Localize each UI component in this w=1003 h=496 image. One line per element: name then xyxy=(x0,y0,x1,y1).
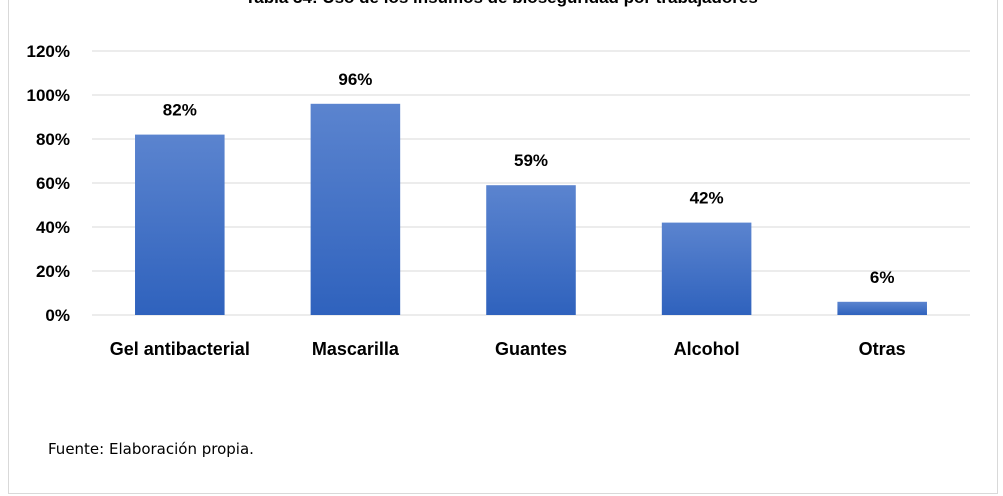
data-labels: 82% 96% 59% 42% 6% xyxy=(163,70,895,287)
data-label: 96% xyxy=(338,70,372,89)
x-tick-label: Guantes xyxy=(495,339,567,359)
bar xyxy=(310,103,401,315)
data-label: 42% xyxy=(690,189,724,208)
x-tick-label: Mascarilla xyxy=(312,339,400,359)
y-tick-label: 20% xyxy=(36,262,70,281)
data-label: 59% xyxy=(514,151,548,170)
y-tick-label: 80% xyxy=(36,130,70,149)
y-axis-ticks: 0% 20% 40% 60% 80% 100% 120% xyxy=(27,42,70,325)
bar xyxy=(486,185,576,315)
y-tick-label: 100% xyxy=(27,86,70,105)
y-tick-label: 0% xyxy=(45,306,70,325)
chart-title: Tabla 34: Uso de los insumos de biosegur… xyxy=(0,0,1003,8)
bar-chart: 0% 20% 40% 60% 80% 100% 120% 82% 96% 59% 42% 6% Ge… xyxy=(27,42,970,359)
y-tick-label: 40% xyxy=(36,218,70,237)
bar xyxy=(661,222,752,315)
x-tick-label: Gel antibacterial xyxy=(110,339,250,359)
x-tick-label: Alcohol xyxy=(674,339,740,359)
y-tick-label: 120% xyxy=(27,42,70,61)
x-axis-ticks: Gel antibacterial Mascarilla Guantes Alcoho… xyxy=(110,339,906,359)
gridlines xyxy=(92,50,970,316)
bar xyxy=(135,134,225,315)
x-tick-label: Otras xyxy=(859,339,906,359)
bar xyxy=(837,301,927,315)
bars xyxy=(135,103,927,315)
source-note: Fuente: Elaboración propia. xyxy=(48,440,254,458)
data-label: 6% xyxy=(870,268,895,287)
data-label: 82% xyxy=(163,101,197,120)
y-tick-label: 60% xyxy=(36,174,70,193)
